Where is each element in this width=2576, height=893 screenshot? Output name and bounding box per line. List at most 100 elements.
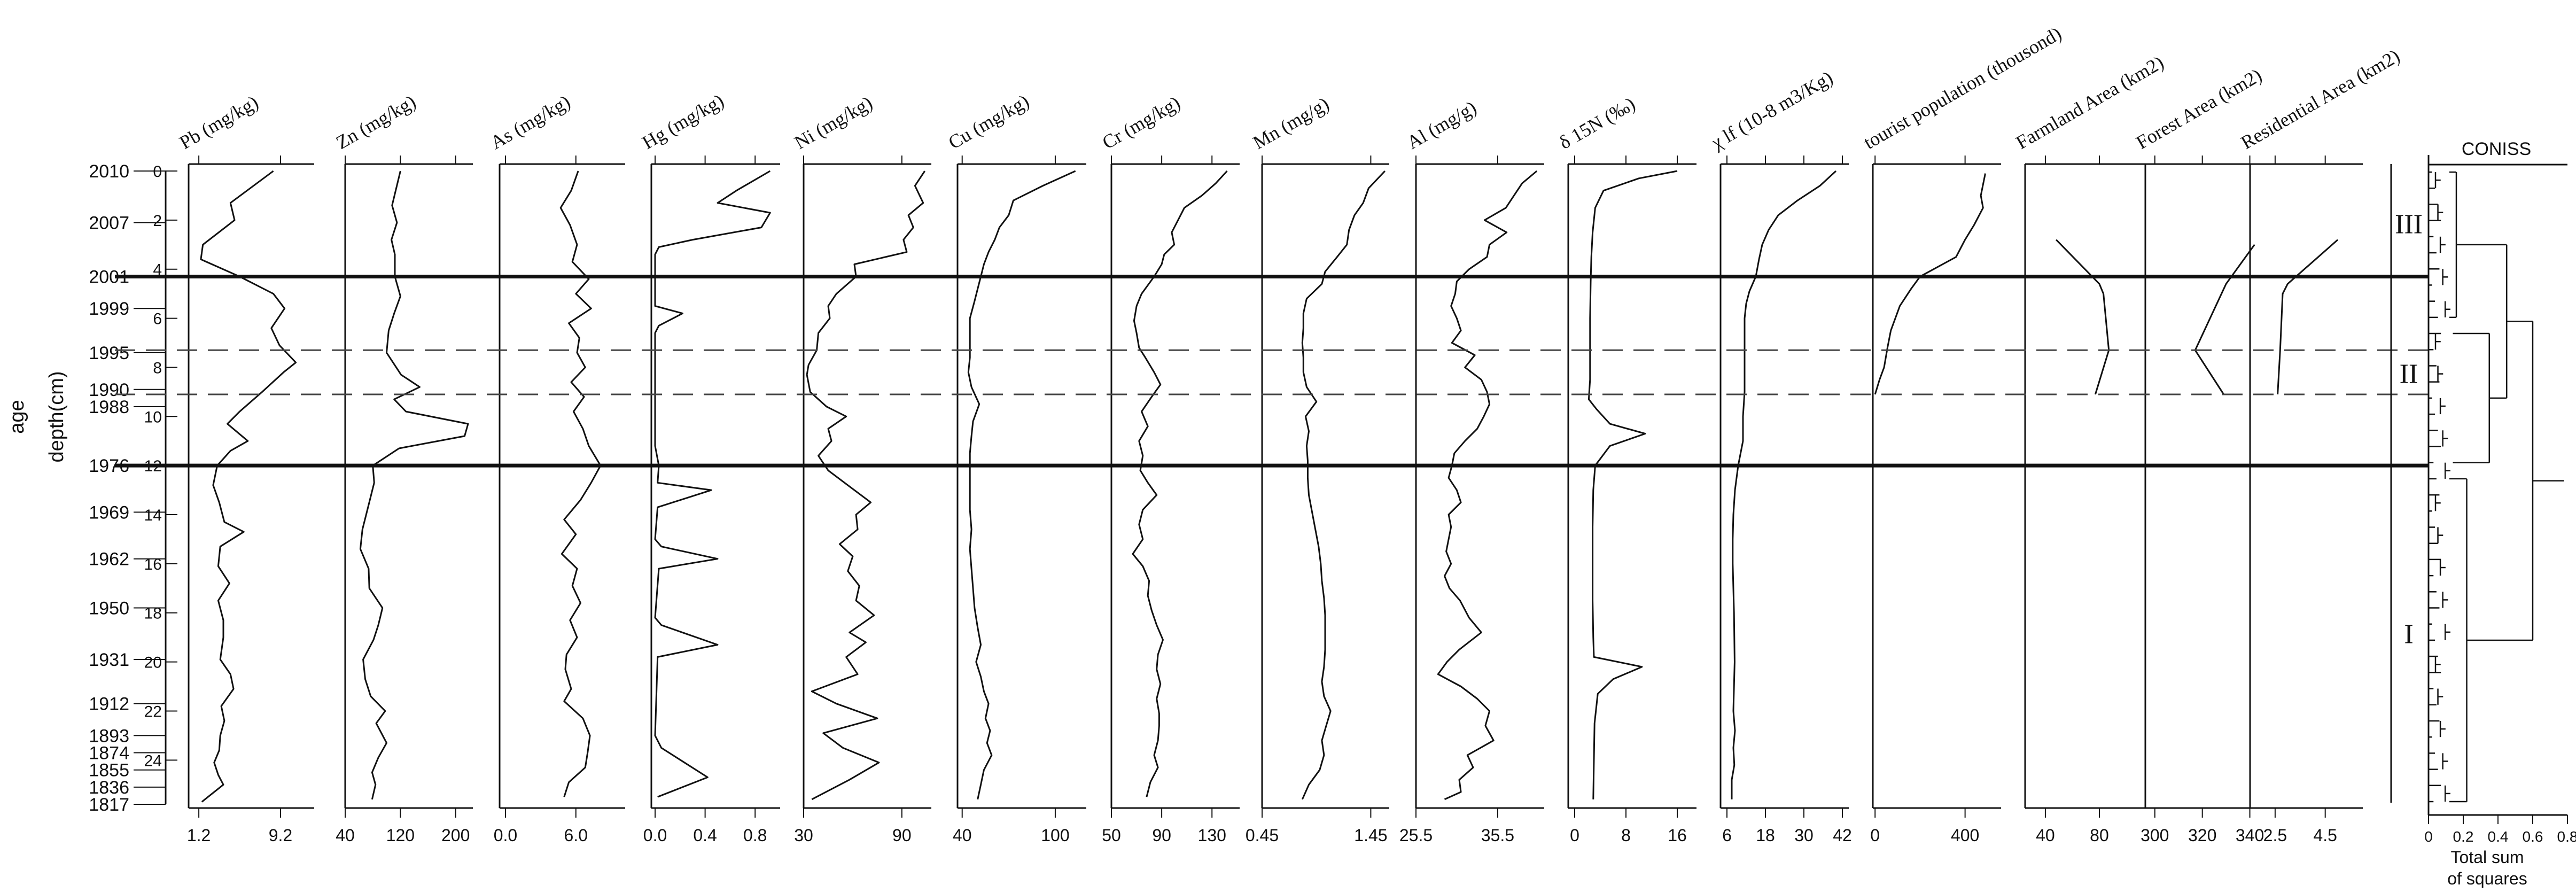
depth-tick-label: 4 [153,261,162,279]
panel-tick-label: 40 [2036,826,2055,845]
coniss-tick-label: 0 [2424,828,2433,845]
age-tick-label: 1969 [89,502,129,523]
panel-title: Hg (mg/kg) [639,90,727,153]
age-tick-label: 1817 [89,795,129,815]
age-tick-label: 1912 [89,694,129,715]
age-tick-label: 2010 [89,161,129,182]
age-tick-label: 1962 [89,549,129,570]
panel-title: Cu (mg/kg) [945,90,1033,153]
panel-title: Pb (mg/kg) [176,91,262,153]
series-line-residential-area-km2 [2277,239,2339,395]
depth-tick-label: 20 [144,654,162,672]
depth-tick-label: 8 [153,359,162,377]
panel-tick-label: 200 [441,826,470,845]
depth-tick-label: 14 [144,507,162,524]
coniss-tick-label: 0.6 [2523,828,2543,845]
panel-tick-label: 300 [2141,826,2169,845]
age-tick-label: 1893 [89,726,129,746]
depth-tick-label: 24 [144,752,162,770]
panels: 1.2 9.2 Pb (mg/kg) 40 120 200 Zn (mg/kg) 0.0 6.0… [176,22,2403,845]
panel-tick-label: 6 [1722,826,1732,845]
series-line-al-mg-g [1437,170,1538,801]
age-tick-label: 1855 [89,760,129,781]
panel-tick-label: 40 [953,826,972,845]
panel-tick-label: 90 [892,826,912,845]
age-tick-label: 2007 [89,213,129,233]
series-line-15n [1587,170,1678,799]
age-tick-label: 1874 [89,743,129,764]
panel-title: Mn (mg/g) [1249,93,1333,153]
age-tick-label: 1995 [89,343,129,363]
depth-axis-label: depth(cm) [45,371,68,462]
zone-label: III [2395,209,2423,239]
panel-tick-label: 90 [1152,826,1171,845]
age-tick-label: 1999 [89,299,129,319]
coniss-panel: CONISS 0 0.2 0.4 0.6 0.8 Total sum of squares [2424,139,2576,888]
panel-tick-label: 130 [1198,826,1226,845]
panel-as-mg-kg: 0.0 6.0 As (mg/kg) [487,91,625,845]
coniss-xlabel-line2: of squares [2447,869,2527,888]
panel-title: Zn (mg/kg) [332,91,419,153]
depth-tick-label: 6 [153,310,162,328]
coniss-tick-label: 0.4 [2488,828,2509,845]
panel-mn-mg-g: 0.45 1.45 Mn (mg/g) [1246,93,1389,845]
panel-tick-label: 0.0 [494,826,517,845]
panel-tick-label: 50 [1102,826,1121,845]
panel-tick-label: 40 [336,826,355,845]
age-tick-label: 1931 [89,650,129,670]
panel-zn-mg-kg: 40 120 200 Zn (mg/kg) [332,91,473,845]
panel-tick-label: 0.4 [693,826,717,845]
panel-tick-label: 0.45 [1246,826,1279,845]
depth-tick-label: 22 [144,703,162,720]
panel-tick-label: 1.45 [1354,826,1387,845]
panel-title: δ 15N (‰) [1555,93,1639,153]
panel-cr-mg-kg: 50 90 130 Cr (mg/kg) [1099,92,1240,845]
age-axis-label: age [6,400,28,433]
panel-title: χ lf (10-8 m3/Kg) [1707,67,1836,154]
depth-tick-label: 18 [144,605,162,623]
coniss-tick-label: 0.8 [2557,828,2576,845]
series-line-pb-mg-kg [200,170,297,803]
panel-15n: 0 8 16 δ 15N (‰) [1555,93,1696,845]
depth-tick-label: 2 [153,212,162,230]
age-depth-axis: 2010200720011999199519901988197619691962… [6,161,177,815]
series-line-zn-mg-kg [359,170,469,800]
panel-tick-label: 1.2 [187,826,211,845]
panel-ni-mg-kg: 30 90 Ni (mg/kg) [791,92,931,845]
panel-pb-mg-kg: 1.2 9.2 Pb (mg/kg) [176,91,314,845]
panel-residential-area-km2: 2.5 4.5 Residential Area (km2) [2237,45,2403,845]
panel-tick-label: 80 [2090,826,2109,845]
panel-tick-label: 25.5 [1399,826,1433,845]
series-line-ni-mg-kg [806,170,925,801]
coniss-tick-label: 0.2 [2453,828,2474,845]
zone-label: II [2400,359,2418,390]
panel-tick-label: 0.8 [743,826,767,845]
panel-title: Residential Area (km2) [2237,45,2403,153]
panel-tick-label: 120 [386,826,415,845]
series-line-forest-area-km2 [2194,244,2255,395]
panel-tick-label: 42 [1833,826,1852,845]
panel-tick-label: 2.5 [2263,826,2287,845]
panel-tick-label: 8 [1621,826,1631,845]
panel-tick-label: 30 [1794,826,1814,845]
panel-tick-label: 18 [1756,826,1775,845]
zone-label: I [2404,619,2413,649]
age-tick-label: 1836 [89,778,129,798]
series-line-cr-mg-kg [1132,170,1228,797]
panel-tick-label: 16 [1668,826,1687,845]
panel-tick-label: 100 [1041,826,1069,845]
panel-tick-label: 6.0 [564,826,588,845]
panel-tick-label: 0.0 [643,826,667,845]
panel-tick-label: 400 [1951,826,1979,845]
panel-tick-label: 0 [1570,826,1579,845]
series-line-lf-10-8-m3-kg [1731,170,1837,799]
panel-lf-10-8-m3-kg: 6 18 30 42 χ lf (10-8 m3/Kg) [1707,67,1852,845]
panel-tick-label: 30 [794,826,813,845]
series-line-hg-mg-kg [654,170,771,798]
coniss-xlabel-line1: Total sum [2451,848,2524,867]
panel-cu-mg-kg: 40 100 Cu (mg/kg) [945,90,1086,845]
